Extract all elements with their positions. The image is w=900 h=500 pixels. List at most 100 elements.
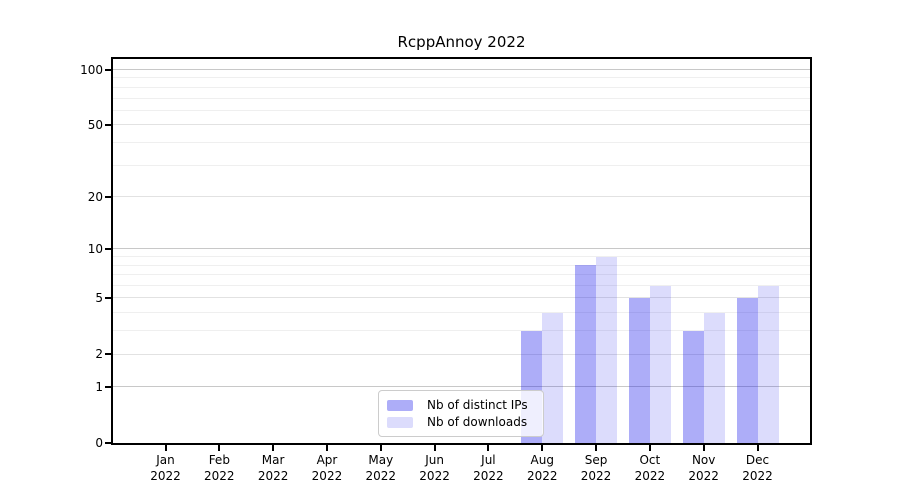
bar-downloads-nov [703, 312, 725, 443]
chart-title: RcppAnnoy 2022 [397, 33, 526, 51]
y-axis-tick-label: 10 [87, 241, 103, 256]
y-axis-tick [105, 247, 111, 250]
x-label-year: 2022 [688, 469, 719, 483]
y-gridline [113, 330, 810, 332]
x-label-year: 2022 [419, 469, 450, 483]
x-axis-tick [164, 445, 167, 451]
x-label-year: 2022 [526, 469, 558, 483]
x-axis-tick [648, 445, 651, 451]
bar-distinct-ips-nov [682, 330, 704, 443]
y-gridline [113, 312, 810, 314]
y-gridline [113, 274, 810, 276]
x-label-month: Jul [481, 453, 496, 467]
y-axis-tick [105, 123, 111, 126]
x-axis-tick [272, 445, 275, 451]
plot-area: 0 1 2 5 10 20 50 100 Jan 2022 Feb 2022 Mar 2022 Apr 202… [80, 57, 812, 483]
x-axis-tick [756, 445, 759, 451]
legend-swatch-distinct-ips [387, 399, 413, 411]
x-label-month: Aug [530, 453, 554, 467]
y-axis-tick-label: 2 [95, 347, 103, 362]
x-axis-tick [433, 445, 436, 451]
y-gridline [113, 248, 810, 250]
x-label-year: 2022 [634, 469, 666, 483]
x-axis-tick-label: May 2022 [351, 452, 411, 484]
y-gridline [113, 124, 810, 126]
x-label-month: Mar [261, 453, 285, 467]
y-axis-tick-label: 0 [95, 436, 103, 450]
bar-downloads-sep [596, 256, 618, 443]
bar-distinct-ips-dec [736, 298, 758, 443]
x-axis-tick-label: Apr 2022 [297, 452, 357, 484]
x-label-year: 2022 [257, 469, 289, 483]
x-axis-tick [541, 445, 544, 451]
x-axis-tick [595, 445, 598, 451]
y-gridline [113, 386, 810, 388]
y-gridline [113, 285, 810, 287]
x-label-year: 2022 [580, 469, 612, 483]
x-axis-tick-label: Oct 2022 [620, 452, 680, 484]
y-axis-tick [105, 353, 111, 356]
y-axis-tick-label: 100 [80, 62, 103, 77]
y-gridline [113, 264, 810, 266]
legend-label: Nb of downloads [427, 415, 528, 429]
bar-downloads-aug [542, 312, 564, 443]
x-label-month: Feb [208, 453, 230, 467]
x-axis-tick-label: Mar 2022 [243, 452, 303, 484]
y-axis-tick [105, 195, 111, 198]
x-label-month: Nov [691, 453, 716, 467]
y-axis-tick-label: 50 [87, 117, 103, 132]
y-axis-tick [105, 385, 111, 388]
y-axis-tick-label: 1 [95, 379, 103, 394]
x-axis-tick-label: Nov 2022 [674, 452, 734, 484]
x-label-month: Oct [639, 453, 661, 467]
x-axis-tick [487, 445, 490, 451]
bar-downloads-dec [757, 285, 779, 443]
legend-swatch-downloads [387, 416, 413, 428]
bar-distinct-ips-sep [575, 265, 597, 443]
x-axis-tick [325, 445, 328, 451]
x-label-year: 2022 [311, 469, 343, 483]
x-label-year: 2022 [365, 469, 397, 483]
y-gridline [113, 164, 810, 166]
y-gridline [113, 86, 810, 88]
y-gridline [113, 297, 810, 299]
bar-downloads-oct [649, 285, 671, 443]
x-axis-tick-label: Jun 2022 [405, 452, 465, 484]
legend: Nb of distinct IPs Nb of downloads [378, 390, 544, 437]
x-label-month: Sep [584, 453, 608, 467]
x-label-year: 2022 [150, 469, 181, 483]
x-label-month: Jan [156, 453, 175, 467]
x-axis-tick-label: Sep 2022 [566, 452, 626, 484]
y-gridline [113, 97, 810, 99]
y-gridline [113, 109, 810, 111]
y-axis-tick [105, 68, 111, 71]
x-axis-tick-label: Jan 2022 [136, 452, 196, 484]
y-axis-tick-label: 20 [87, 189, 103, 204]
x-label-month: Dec [745, 453, 770, 467]
y-axis-tick [105, 296, 111, 299]
legend-label: Nb of distinct IPs [427, 398, 528, 412]
x-axis-tick [379, 445, 382, 451]
x-label-year: 2022 [473, 469, 504, 483]
bar-distinct-ips-oct [628, 298, 650, 443]
x-axis-tick-label: Jul 2022 [458, 452, 518, 484]
x-axis-tick-label: Dec 2022 [728, 452, 788, 484]
y-gridline [113, 77, 810, 79]
y-axis-tick [105, 442, 111, 444]
legend-item: Nb of distinct IPs [387, 398, 535, 412]
x-label-year: 2022 [742, 469, 773, 483]
y-gridline [113, 141, 810, 143]
x-label-month: Apr [316, 453, 338, 467]
x-axis-tick [218, 445, 221, 451]
x-axis-tick-label: Aug 2022 [512, 452, 572, 484]
y-gridline [113, 353, 810, 355]
y-axis-tick-label: 5 [95, 290, 103, 305]
x-label-month: Jun [425, 453, 444, 467]
x-axis-tick [702, 445, 705, 451]
y-gridline [113, 196, 810, 198]
x-label-year: 2022 [204, 469, 235, 483]
x-axis-tick-label: Feb 2022 [189, 452, 249, 484]
legend-item: Nb of downloads [387, 415, 535, 429]
y-gridline [113, 69, 810, 70]
